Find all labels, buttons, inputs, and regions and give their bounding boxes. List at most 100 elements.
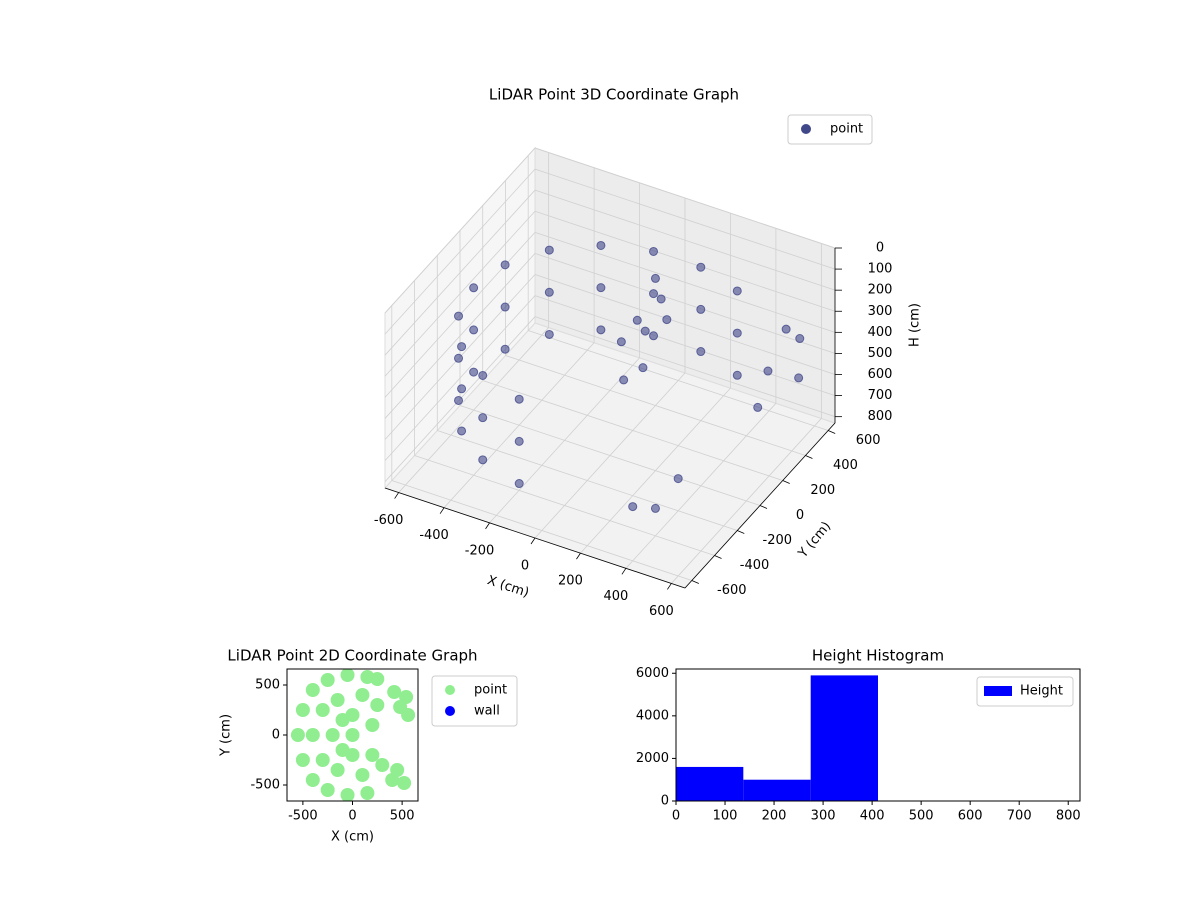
x-tick-label: 600 bbox=[649, 604, 674, 619]
point bbox=[397, 776, 412, 790]
point bbox=[544, 287, 554, 297]
x-tick-label: 800 bbox=[1056, 809, 1081, 824]
legend-label: point bbox=[474, 683, 507, 698]
grid-line bbox=[534, 147, 836, 249]
x-tick-label: -500 bbox=[288, 809, 318, 824]
point bbox=[355, 768, 370, 782]
tick-mark bbox=[737, 530, 745, 534]
legend-label: Height bbox=[1020, 684, 1063, 699]
tick-mark bbox=[394, 492, 399, 499]
point bbox=[628, 502, 638, 512]
point bbox=[469, 367, 479, 377]
bar bbox=[810, 675, 878, 801]
grid-line bbox=[534, 210, 836, 312]
x-tick-label: 700 bbox=[1007, 809, 1032, 824]
point bbox=[696, 262, 706, 272]
point bbox=[365, 718, 380, 732]
point bbox=[360, 786, 375, 800]
point bbox=[500, 302, 510, 312]
point bbox=[454, 353, 464, 363]
z-tick-label: 700 bbox=[868, 388, 893, 403]
point bbox=[387, 685, 402, 699]
chart-title: Height Histogram bbox=[812, 647, 944, 665]
grid-line bbox=[384, 189, 536, 356]
point bbox=[732, 286, 742, 296]
point bbox=[454, 311, 464, 321]
point bbox=[696, 304, 706, 314]
point bbox=[320, 673, 335, 687]
point bbox=[650, 503, 660, 513]
grid-line bbox=[528, 330, 829, 431]
y-tick-label: -500 bbox=[250, 778, 280, 793]
legend-swatch bbox=[984, 686, 1012, 696]
legend-box bbox=[787, 114, 873, 145]
point bbox=[375, 758, 390, 772]
point bbox=[656, 294, 666, 304]
grid-line bbox=[482, 380, 783, 481]
y-tick-label: 500 bbox=[255, 678, 280, 693]
grid-line bbox=[384, 253, 536, 419]
point bbox=[544, 329, 554, 339]
point bbox=[596, 325, 606, 335]
point bbox=[335, 743, 350, 757]
grid-line bbox=[534, 168, 836, 270]
legend-marker bbox=[801, 124, 811, 134]
point bbox=[662, 315, 672, 325]
grid-line bbox=[384, 295, 536, 461]
point bbox=[457, 342, 467, 352]
tick-mark bbox=[782, 480, 790, 484]
grid-line bbox=[384, 168, 536, 335]
x-axis bbox=[384, 487, 686, 589]
x-tick-label: 200 bbox=[558, 574, 583, 589]
point bbox=[478, 413, 488, 423]
grid-line bbox=[534, 295, 836, 396]
grid-line bbox=[384, 147, 536, 314]
y-tick-label: 6000 bbox=[636, 666, 669, 681]
chart-title: LiDAR Point 2D Coordinate Graph bbox=[227, 647, 477, 665]
y-axis bbox=[684, 422, 836, 589]
point bbox=[454, 395, 464, 405]
x-tick-label: 400 bbox=[603, 589, 628, 604]
z-tick-label: 100 bbox=[868, 262, 893, 277]
point bbox=[544, 245, 554, 255]
point bbox=[399, 690, 414, 704]
grid-line bbox=[534, 253, 836, 354]
point bbox=[696, 347, 706, 357]
x-tick-label: 500 bbox=[390, 809, 415, 824]
point bbox=[355, 688, 370, 702]
point bbox=[632, 315, 642, 325]
bar bbox=[676, 766, 744, 801]
tick-mark bbox=[439, 507, 445, 514]
x-tick-label: 500 bbox=[909, 809, 934, 824]
point bbox=[649, 246, 659, 256]
tick-mark bbox=[714, 555, 722, 559]
point bbox=[320, 783, 335, 797]
grid-line bbox=[505, 355, 806, 456]
y-tick-label: 600 bbox=[856, 433, 881, 448]
plot-frame bbox=[675, 668, 1081, 802]
point bbox=[732, 370, 742, 380]
x-tick-label: 200 bbox=[762, 809, 787, 824]
tick-mark bbox=[485, 522, 490, 530]
grid-line bbox=[384, 210, 536, 377]
x-tick-label: 0 bbox=[672, 809, 680, 824]
y-tick-label: -400 bbox=[740, 558, 770, 573]
x-tick-label: 0 bbox=[348, 809, 356, 824]
tick-mark bbox=[828, 430, 836, 434]
z-tick-label: 300 bbox=[868, 304, 893, 319]
point bbox=[514, 394, 524, 404]
point bbox=[315, 703, 330, 717]
legend-label: wall bbox=[474, 704, 500, 719]
x-tick-label: 100 bbox=[713, 809, 738, 824]
legend-label: point bbox=[830, 122, 863, 137]
legend-marker bbox=[445, 685, 455, 695]
legend-box bbox=[976, 676, 1074, 707]
point bbox=[335, 713, 350, 727]
x-axis-label: X (cm) bbox=[485, 573, 531, 601]
point bbox=[345, 728, 360, 742]
point bbox=[638, 363, 648, 373]
point bbox=[295, 703, 310, 717]
tick-mark bbox=[621, 568, 627, 575]
grid-line bbox=[534, 189, 836, 291]
